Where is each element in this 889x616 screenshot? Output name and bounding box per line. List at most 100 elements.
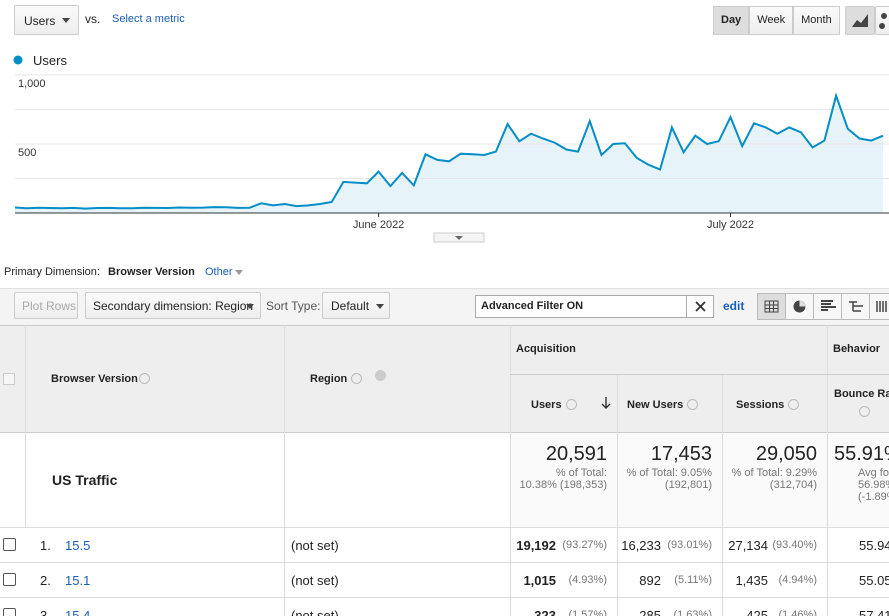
sort-dropdown[interactable]: Default — [322, 292, 390, 319]
new-users-pct: (93.01%) — [667, 539, 712, 551]
help-icon[interactable] — [859, 406, 870, 417]
users-pct: (4.93%) — [568, 574, 607, 586]
bounce-cell: 57.41% — [859, 608, 889, 616]
row-divider — [0, 562, 889, 563]
column-line — [617, 374, 618, 616]
summary-subtext: (-1.89%) — [858, 491, 889, 503]
motion-chart-button[interactable] — [875, 6, 889, 35]
area — [15, 95, 883, 213]
summary-subtext: 10.38% (198,353) — [519, 479, 607, 491]
primary-dimension-label: Primary Dimension: — [4, 266, 100, 278]
metric-dropdown[interactable]: Users — [14, 5, 79, 35]
new-users-header[interactable]: New Users — [627, 399, 684, 411]
browser-link[interactable]: 15.1 — [65, 573, 91, 588]
sort-arrow[interactable] — [600, 396, 612, 410]
help-icon[interactable] — [687, 399, 698, 410]
behavior-header: Behavior — [833, 343, 881, 355]
summary-value: 20,591 — [545, 443, 607, 465]
summary-subtext: (192,801) — [664, 479, 712, 491]
browser-link[interactable]: 15.4 — [65, 608, 91, 616]
sessions-cell: 27,134 — [728, 538, 768, 553]
help-icon[interactable] — [788, 399, 799, 410]
primary-dimension-value: Browser Version — [108, 266, 195, 278]
help-icon[interactable] — [351, 373, 362, 384]
users-cell: 1,015 — [523, 573, 556, 588]
y-tick-label: 500 — [18, 147, 36, 159]
vs-label: vs. — [85, 12, 101, 26]
summary-subtext: Avg for View: — [858, 467, 889, 479]
column-line — [284, 325, 285, 616]
other-dimension[interactable]: Other — [205, 266, 233, 278]
period-button[interactable]: Month — [793, 6, 840, 35]
column-line — [25, 325, 26, 527]
new-users-pct: (1.63%) — [673, 609, 712, 616]
bounce-cell: 55.94% — [859, 538, 889, 553]
filter-input[interactable]: Advanced Filter ON — [475, 295, 714, 318]
x-tick-label: July 2022 — [707, 219, 754, 231]
new-users-cell: 892 — [639, 573, 661, 588]
summary-subtext: % of Total: — [555, 467, 607, 479]
legend-label: Users — [33, 53, 67, 68]
users-cell: 323 — [534, 608, 556, 616]
summary-subtext: (312,704) — [769, 479, 817, 491]
help-icon[interactable] — [139, 373, 150, 384]
sort-type-label: Sort Type: — [266, 299, 321, 313]
summary-value: 55.91% — [834, 443, 889, 465]
dropdown-arrow — [246, 304, 254, 309]
remove-dimension[interactable] — [375, 370, 386, 381]
sessions-header[interactable]: Sessions — [736, 399, 785, 411]
plot-rows-button[interactable]: Plot Rows — [14, 292, 78, 319]
new-users-cell: 285 — [639, 608, 661, 616]
x-tick-label: June 2022 — [353, 219, 404, 231]
motion-chart-icon — [879, 13, 887, 29]
sessions-pct: (93.40%) — [772, 539, 817, 551]
toggle-arrow — [455, 236, 463, 240]
summary-name: US Traffic — [52, 472, 118, 488]
region-cell: (not set) — [291, 608, 339, 616]
header-divider — [510, 374, 889, 375]
period-button[interactable]: Day — [713, 6, 750, 35]
help-icon[interactable] — [566, 399, 577, 410]
sort-value: Default — [331, 299, 370, 313]
select-metric-link[interactable]: Select a metric — [112, 13, 185, 25]
summary-value: 17,453 — [650, 443, 712, 465]
chart: July 2022 June 2022 1,000 500 — [14, 74, 889, 243]
row-divider — [0, 597, 889, 598]
summary-subtext: % of Total: 9.05% — [626, 467, 712, 479]
bounce-cell: 55.05% — [859, 573, 889, 588]
line-chart-button[interactable] — [845, 6, 875, 35]
row-index: 1. — [40, 538, 51, 553]
users-header[interactable]: Users — [531, 399, 562, 411]
select-all-checkbox[interactable] — [3, 373, 15, 385]
region-cell: (not set) — [291, 538, 339, 553]
acquisition-header: Acquisition — [516, 343, 576, 355]
new-users-pct: (5.11%) — [674, 574, 712, 586]
period-button[interactable]: Week — [749, 6, 794, 35]
plot-rows-label: Plot Rows — [22, 299, 77, 313]
dropdown-arrow — [62, 18, 70, 23]
summary-subtext: 56.98% — [858, 479, 889, 491]
region-header[interactable]: Region — [310, 373, 348, 385]
column-line — [510, 325, 511, 616]
row-checkbox[interactable] — [3, 573, 16, 586]
clear-filter[interactable] — [686, 296, 715, 317]
dropdown-arrow — [376, 304, 384, 309]
edit-link[interactable]: edit — [723, 299, 745, 313]
row-checkbox[interactable] — [3, 608, 16, 616]
column-line — [722, 374, 723, 616]
browser-link[interactable]: 15.5 — [65, 538, 91, 553]
secondary-dimension-dropdown[interactable]: Secondary dimension: Region — [85, 292, 261, 319]
region-cell: (not set) — [291, 573, 339, 588]
sessions-cell: 1,435 — [735, 573, 768, 588]
filter-text: Advanced Filter ON — [481, 300, 584, 312]
y-tick-label: 1,000 — [18, 78, 46, 90]
secondary-dimension-label: Secondary dimension: Region — [93, 299, 254, 313]
row-checkbox[interactable] — [3, 538, 16, 551]
column-line — [827, 325, 828, 616]
bounce-header[interactable]: Bounce Rate — [834, 388, 889, 400]
line-chart-icon — [852, 14, 868, 27]
sessions-pct: (4.94%) — [778, 574, 817, 586]
view-buttons — [757, 293, 889, 320]
browser-header[interactable]: Browser Version — [51, 373, 138, 385]
